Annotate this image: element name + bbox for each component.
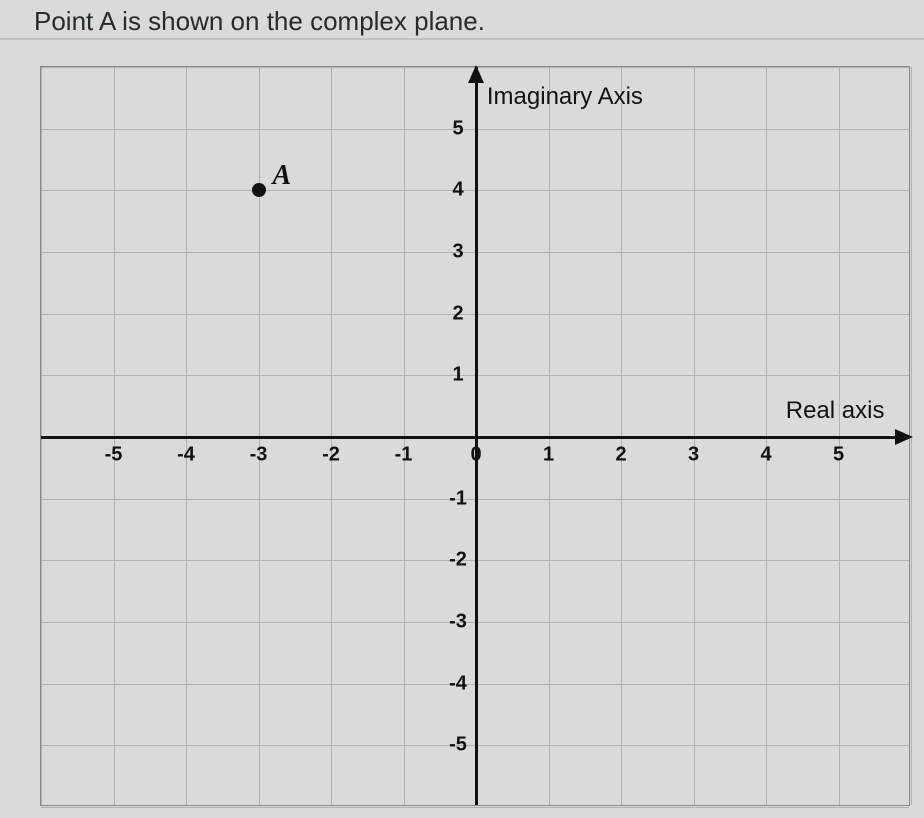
gridline-horizontal bbox=[41, 807, 909, 808]
arrowhead-right-icon bbox=[895, 429, 913, 445]
x-tick-label: 1 bbox=[543, 444, 554, 467]
y-tick-label: -1 bbox=[449, 487, 467, 510]
y-tick-label: -2 bbox=[449, 549, 467, 572]
y-tick-label: -5 bbox=[449, 734, 467, 757]
point-label-a: A bbox=[273, 160, 292, 192]
imaginary-axis-title: Imaginary Axis bbox=[487, 83, 643, 111]
x-tick-label: -3 bbox=[250, 444, 268, 467]
x-tick-label: 3 bbox=[688, 444, 699, 467]
y-tick-label: 4 bbox=[452, 179, 463, 202]
x-tick-label: 4 bbox=[760, 444, 771, 467]
y-tick-label: 3 bbox=[452, 241, 463, 264]
real-axis-line bbox=[41, 436, 909, 439]
x-tick-label: -5 bbox=[105, 444, 123, 467]
x-tick-label: 2 bbox=[615, 444, 626, 467]
y-tick-label: 5 bbox=[452, 117, 463, 140]
y-tick-label: -3 bbox=[449, 611, 467, 634]
y-tick-label: 2 bbox=[452, 302, 463, 325]
header-divider bbox=[0, 38, 924, 40]
point-a bbox=[252, 183, 266, 197]
y-tick-label: 1 bbox=[452, 364, 463, 387]
complex-plane-chart: -5-4-3-2-101234554321-1-2-3-4-5Imaginary… bbox=[40, 66, 910, 806]
question-prompt: Point A is shown on the complex plane. bbox=[34, 6, 485, 37]
x-tick-label: -1 bbox=[395, 444, 413, 467]
x-tick-label: -2 bbox=[322, 444, 340, 467]
x-tick-label: 5 bbox=[833, 444, 844, 467]
x-tick-label: 0 bbox=[470, 444, 481, 467]
real-axis-title: Real axis bbox=[786, 397, 885, 425]
x-tick-label: -4 bbox=[177, 444, 195, 467]
y-tick-label: -4 bbox=[449, 672, 467, 695]
arrowhead-up-icon bbox=[468, 65, 484, 83]
